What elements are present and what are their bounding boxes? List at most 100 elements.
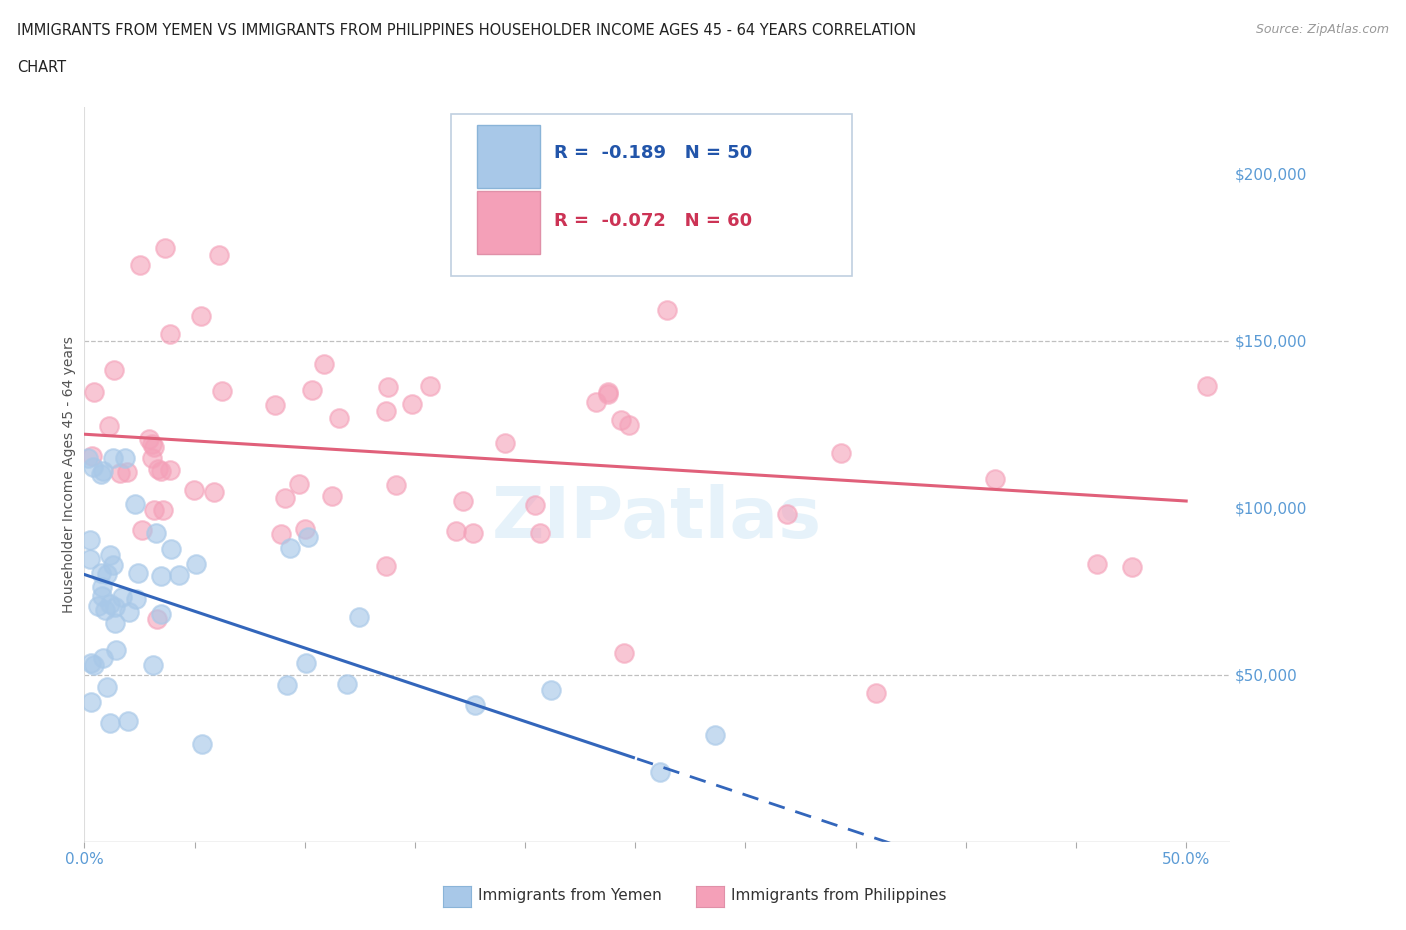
Point bbox=[585, 394, 607, 409]
Point bbox=[464, 698, 486, 713]
Point bbox=[82, 459, 104, 474]
Point bbox=[297, 529, 319, 544]
Point bbox=[83, 658, 105, 672]
Point bbox=[90, 589, 112, 604]
Point bbox=[149, 606, 172, 621]
Point bbox=[984, 472, 1007, 486]
Point bbox=[79, 551, 101, 566]
FancyBboxPatch shape bbox=[478, 126, 540, 188]
Point bbox=[312, 357, 335, 372]
Point bbox=[117, 714, 139, 729]
Point bbox=[648, 764, 671, 779]
Point bbox=[274, 490, 297, 505]
Point bbox=[159, 463, 181, 478]
Point bbox=[377, 379, 399, 394]
Point bbox=[83, 385, 105, 400]
Point bbox=[152, 503, 174, 518]
Point bbox=[190, 309, 212, 324]
Point bbox=[96, 566, 118, 581]
Point bbox=[1121, 560, 1143, 575]
Point bbox=[115, 464, 138, 479]
Point bbox=[264, 397, 287, 412]
Point bbox=[155, 240, 177, 255]
Point bbox=[453, 494, 475, 509]
Point bbox=[202, 485, 225, 499]
Text: Source: ZipAtlas.com: Source: ZipAtlas.com bbox=[1256, 23, 1389, 36]
Point bbox=[108, 465, 131, 480]
Text: ZIPatlas: ZIPatlas bbox=[492, 484, 823, 552]
Point bbox=[540, 683, 562, 698]
Point bbox=[619, 417, 641, 432]
Point bbox=[375, 404, 398, 418]
Point bbox=[598, 385, 620, 400]
Point bbox=[149, 463, 172, 478]
FancyBboxPatch shape bbox=[451, 114, 852, 276]
Point bbox=[1085, 557, 1108, 572]
Point bbox=[1197, 379, 1219, 394]
Point bbox=[167, 568, 190, 583]
Text: CHART: CHART bbox=[17, 60, 66, 75]
Point bbox=[150, 568, 173, 583]
Point bbox=[529, 525, 551, 540]
Point bbox=[598, 386, 620, 401]
Point bbox=[186, 556, 208, 571]
Point bbox=[104, 599, 127, 614]
Point bbox=[287, 476, 309, 491]
Point bbox=[419, 379, 441, 393]
Text: Immigrants from Philippines: Immigrants from Philippines bbox=[731, 888, 946, 903]
Point bbox=[97, 419, 120, 434]
Point bbox=[124, 497, 146, 512]
Point bbox=[349, 609, 371, 624]
Point bbox=[104, 643, 127, 658]
Point bbox=[775, 506, 797, 521]
Text: IMMIGRANTS FROM YEMEN VS IMMIGRANTS FROM PHILIPPINES HOUSEHOLDER INCOME AGES 45 : IMMIGRANTS FROM YEMEN VS IMMIGRANTS FROM… bbox=[17, 23, 915, 38]
Point bbox=[79, 532, 101, 547]
Point bbox=[127, 565, 149, 580]
Point bbox=[138, 432, 160, 446]
Text: R =  -0.072   N = 60: R = -0.072 N = 60 bbox=[554, 212, 752, 230]
Point bbox=[125, 591, 148, 606]
Point bbox=[321, 489, 343, 504]
Point bbox=[101, 450, 124, 465]
Point bbox=[523, 498, 546, 512]
Point bbox=[111, 590, 134, 604]
Point bbox=[401, 396, 423, 411]
Point bbox=[87, 599, 110, 614]
Point bbox=[98, 596, 121, 611]
Point bbox=[385, 477, 408, 492]
Point bbox=[118, 604, 141, 619]
Point bbox=[98, 548, 121, 563]
Point bbox=[114, 450, 136, 465]
Point bbox=[278, 540, 301, 555]
Point bbox=[93, 651, 115, 666]
Point bbox=[655, 303, 678, 318]
Point bbox=[90, 579, 112, 594]
Point bbox=[90, 467, 112, 482]
Point bbox=[191, 737, 214, 751]
Point bbox=[141, 437, 163, 452]
Point bbox=[830, 445, 852, 460]
Point bbox=[159, 542, 181, 557]
Point bbox=[104, 616, 127, 631]
Text: R =  -0.189   N = 50: R = -0.189 N = 50 bbox=[554, 143, 752, 162]
Point bbox=[336, 677, 359, 692]
Point bbox=[609, 412, 631, 427]
Point bbox=[865, 685, 887, 700]
Point bbox=[494, 436, 516, 451]
Point bbox=[461, 525, 484, 540]
Point bbox=[91, 463, 114, 478]
Point bbox=[444, 524, 467, 538]
Point bbox=[208, 247, 231, 262]
Point bbox=[90, 565, 112, 580]
Point bbox=[79, 656, 101, 671]
Point bbox=[146, 612, 169, 627]
Point bbox=[301, 382, 323, 397]
FancyBboxPatch shape bbox=[478, 192, 540, 254]
Point bbox=[703, 727, 725, 742]
Point bbox=[103, 363, 125, 378]
Text: Immigrants from Yemen: Immigrants from Yemen bbox=[478, 888, 662, 903]
Point bbox=[142, 439, 165, 454]
Point bbox=[142, 503, 165, 518]
Y-axis label: Householder Income Ages 45 - 64 years: Householder Income Ages 45 - 64 years bbox=[62, 336, 76, 613]
Point bbox=[270, 527, 292, 542]
